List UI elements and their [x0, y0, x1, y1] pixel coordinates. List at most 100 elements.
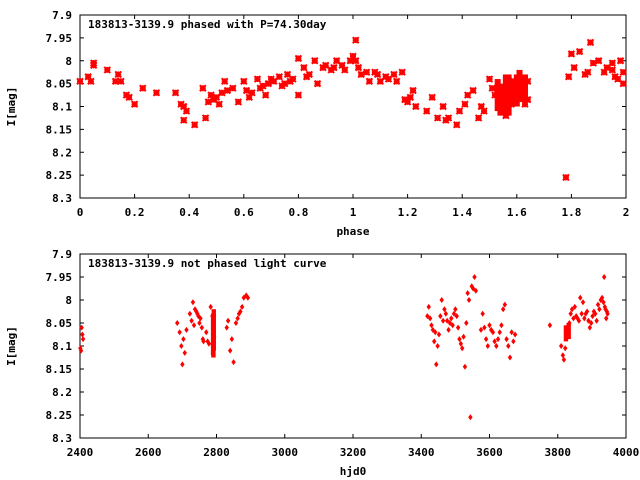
phased-data-point: [248, 89, 256, 97]
phased-data-point: [619, 68, 627, 76]
unphased-x-tick-label: 2800: [203, 446, 230, 459]
phased-y-tick-label: 8: [65, 55, 72, 68]
phased-data-point: [398, 68, 406, 76]
phased-data-point: [504, 89, 513, 97]
unphased-data-point: [80, 336, 86, 343]
phased-data-point: [152, 89, 161, 97]
unphased-data-point: [601, 299, 606, 306]
phased-data-point: [474, 114, 483, 122]
unphased-data-point: [511, 338, 516, 345]
phased-data-point: [313, 79, 322, 88]
unphased-x-tick-label: 3400: [408, 446, 435, 459]
unphased-data-point: [175, 320, 180, 326]
phased-data-point: [518, 89, 526, 97]
unphased-x-tick-label: 3200: [340, 446, 367, 459]
unphased-data-point: [198, 315, 203, 322]
unphased-data-point: [187, 310, 193, 317]
phased-data-point: [253, 75, 262, 83]
unphased-data-point: [450, 322, 455, 329]
phased-data-point: [423, 107, 431, 115]
phased-data-point: [204, 98, 213, 106]
unphased-data-point: [497, 329, 502, 336]
phased-data-point: [564, 73, 573, 81]
unphased-data-point: [439, 297, 444, 303]
unphased-data-point: [177, 329, 182, 336]
phased-x-tick-label: 2: [623, 206, 630, 219]
phased-data-point: [215, 100, 223, 108]
unphased-data-point: [464, 320, 469, 326]
phased-data-point: [594, 57, 603, 65]
unphased-data-point: [492, 338, 497, 345]
phased-data-point: [485, 75, 494, 83]
unphased-data-cluster: [211, 309, 216, 351]
phased-chart-title: 183813-3139.9 phased with P=74.30day: [88, 18, 327, 31]
unphased-data-point: [243, 292, 249, 299]
unphased-data-point: [454, 313, 459, 320]
phased-data-point: [586, 38, 595, 47]
unphased-data-point: [564, 326, 569, 333]
unphased-data-point: [584, 308, 590, 315]
phased-data-point: [207, 91, 215, 99]
unphased-data-point: [245, 294, 251, 301]
phased-data-point: [190, 121, 199, 129]
phased-data-point: [392, 77, 401, 86]
unphased-x-tick-label: 3000: [272, 446, 299, 459]
phased-x-tick-label: 1.6: [507, 206, 527, 219]
phased-data-point: [491, 91, 499, 99]
unphased-data-point: [565, 331, 571, 338]
unphased-data-point: [601, 274, 607, 280]
unphased-data-point: [512, 331, 518, 338]
unphased-data-point: [586, 317, 591, 324]
unphased-data-point: [583, 310, 588, 317]
unphased-data-point: [460, 345, 465, 352]
unphased-y-tick-label: 7.95: [46, 271, 73, 284]
phased-data-point: [521, 100, 529, 108]
unphased-data-point: [461, 333, 466, 340]
phased-data-point: [515, 82, 524, 90]
unphased-data-point: [238, 308, 243, 315]
unphased-data-point: [204, 329, 209, 336]
unphased-data-point: [434, 361, 439, 368]
phased-data-point: [281, 79, 289, 88]
unphased-data-point: [470, 285, 476, 292]
phased-data-point: [171, 89, 180, 97]
unphased-chart: 2400 2600 2800 3000 3200 3400 3600 3800 4000 7.9 7…: [5, 248, 639, 478]
unphased-data-point: [575, 315, 580, 322]
unphased-data-point: [466, 297, 472, 303]
phased-data-point: [499, 93, 507, 102]
phased-data-point: [242, 86, 251, 95]
unphased-data-point: [587, 324, 593, 331]
unphased-data-point: [478, 326, 484, 333]
phased-data-point: [294, 54, 303, 63]
phased-data-point: [362, 68, 371, 76]
unphased-data-point: [582, 315, 587, 322]
unphased-data-point: [225, 317, 231, 324]
phased-data-point: [603, 63, 611, 72]
unphased-data-point: [180, 361, 185, 368]
unphased-axis-ticks: 2400 2600 2800 3000 3200 3400 3600 3800 4000 7.9 7…: [46, 248, 640, 459]
unphased-data-point: [426, 303, 431, 310]
unphased-data-point: [455, 324, 461, 331]
unphased-data-point: [597, 306, 602, 313]
unphased-y-tick-label: 8.1: [52, 340, 72, 353]
phased-data-point: [76, 77, 84, 86]
unphased-data-point: [433, 329, 438, 336]
phased-data-point: [212, 93, 221, 102]
unphased-data-point: [206, 340, 212, 347]
unphased-data-point: [239, 303, 245, 310]
unphased-data-point: [435, 343, 440, 349]
phased-data-point: [575, 47, 584, 56]
unphased-data-point: [79, 324, 84, 331]
phased-data-point: [341, 66, 349, 74]
phased-x-axis-title: phase: [336, 225, 369, 238]
unphased-data-point: [567, 320, 572, 326]
unphased-y-tick-label: 8.15: [46, 363, 73, 376]
unphased-data-point: [563, 345, 568, 352]
phased-x-tick-label: 1: [350, 206, 357, 219]
phased-data-point: [589, 59, 597, 67]
phased-data-point: [365, 77, 374, 86]
phased-data-point: [453, 121, 461, 129]
unphased-data-point: [594, 317, 599, 324]
phased-chart: 0 0.2 0.4 0.6 0.8 1 1.2 1.4 1.6 1.8 2 7.9 7.95 8 8.05 8…: [5, 9, 629, 238]
phased-data-point: [384, 75, 393, 83]
